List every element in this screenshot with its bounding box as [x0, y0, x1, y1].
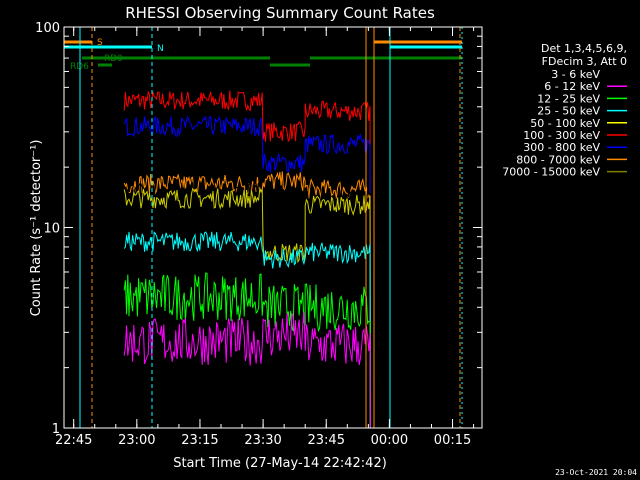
legend-header-line-1: Det 1,3,4,5,6,9,	[541, 42, 627, 55]
y-tick-label: 10	[43, 222, 60, 237]
x-tick-label: 23:15	[181, 433, 218, 448]
x-axis: 22:45 23:00 23:15 23:30 23:45 00:00 00:15	[55, 27, 475, 448]
legend-entry-label: 25 - 50 keV	[537, 105, 600, 118]
legend-entry-label: 800 - 7000 keV	[516, 153, 600, 166]
x-tick-label: 00:15	[434, 433, 471, 448]
x-tick-label: 22:45	[55, 433, 92, 448]
x-tick-label: 23:00	[118, 433, 155, 448]
series-line	[123, 272, 371, 429]
chart-title: RHESSI Observing Summary Count Rates	[125, 4, 435, 22]
legend-entry-label: 100 - 300 keV	[523, 129, 600, 142]
series-line	[123, 90, 371, 429]
legend-entry-label: 7000 - 15000 keV	[502, 166, 600, 179]
flag-label: RD0	[104, 54, 123, 64]
legend-entry-label: 6 - 12 keV	[544, 80, 600, 93]
flag-label: N	[157, 44, 164, 54]
y-tick-label: 1	[52, 422, 60, 437]
legend-entry-label: 50 - 100 keV	[530, 117, 600, 130]
legend-entry-label: 3 - 6 keV	[551, 68, 600, 81]
y-axis-label: Count Rate (s⁻¹ detector⁻¹)	[29, 140, 44, 317]
generated-timestamp: 23-Oct-2021 20:04	[555, 468, 637, 477]
legend-entry-label: 12 - 25 keV	[537, 92, 600, 105]
y-axis: 1 10 100	[35, 21, 482, 437]
x-tick-label: 00:00	[371, 433, 408, 448]
x-axis-label: Start Time (27-May-14 22:42:42)	[173, 456, 387, 471]
series-line	[123, 181, 371, 429]
flag-label: S	[97, 38, 103, 48]
legend: Det 1,3,4,5,6,9, FDecim 3, Att 0 3 - 6 k…	[502, 42, 627, 179]
x-tick-label: 23:45	[308, 433, 345, 448]
series-layer	[123, 90, 371, 429]
series-line	[123, 312, 371, 429]
legend-header-line-2: FDecim 3, Att 0	[542, 55, 627, 68]
y-tick-label: 100	[35, 21, 60, 36]
x-tick-label: 23:30	[244, 433, 281, 448]
series-line	[123, 115, 371, 429]
legend-entry-label: 300 - 800 keV	[523, 141, 600, 154]
series-line	[123, 231, 371, 429]
series-line	[123, 187, 371, 429]
